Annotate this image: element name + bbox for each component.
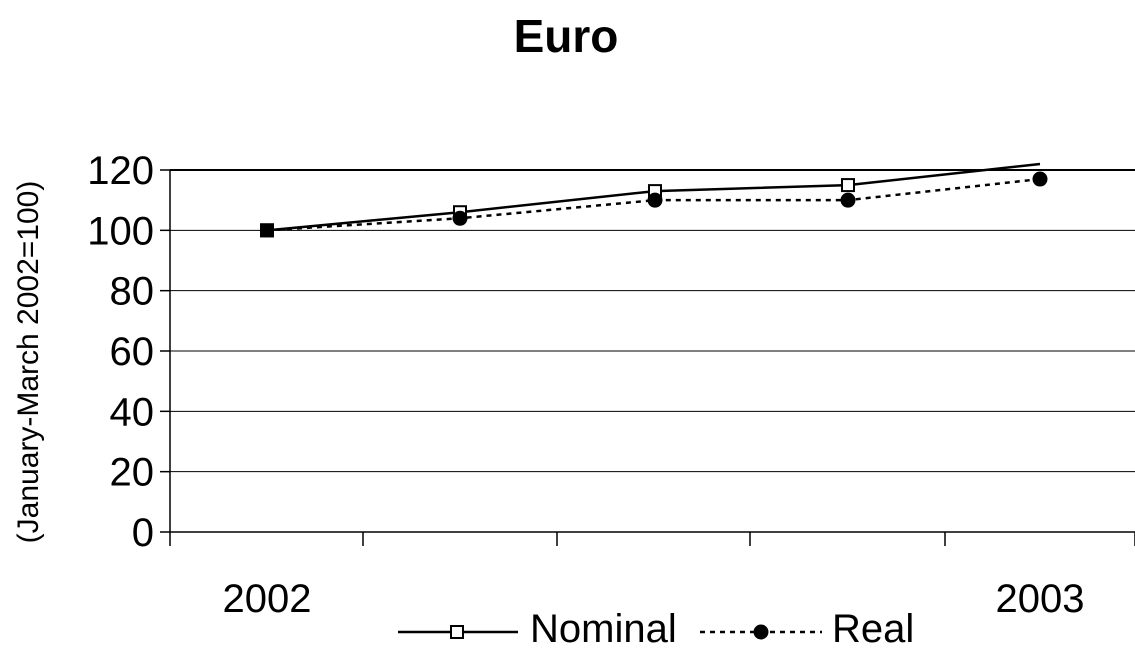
- y-tick-label-20: 20: [110, 451, 155, 495]
- legend-marker-real: [753, 624, 769, 640]
- point-real-2: [647, 192, 663, 208]
- y-tick-label-40: 40: [110, 390, 155, 434]
- point-real-4: [1032, 171, 1048, 187]
- legend-label-real: Real: [832, 607, 914, 649]
- point-real-3: [840, 192, 856, 208]
- legend-label-nominal: Nominal: [530, 607, 677, 649]
- point-real-0: [260, 223, 274, 238]
- y-tick-label-60: 60: [110, 330, 155, 374]
- y-tick-label-0: 0: [132, 511, 154, 555]
- x-tick-label-2002: 2002: [223, 577, 312, 621]
- legend: Nominal Real: [398, 607, 914, 649]
- x-tick-label-2003: 2003: [996, 577, 1085, 621]
- y-tick-label-120: 120: [87, 149, 154, 193]
- legend-marker-nominal: [450, 625, 464, 639]
- plot-area: 0 20 40 60 80 100 120 2002 2003: [87, 149, 1135, 621]
- chart-title: Euro: [514, 10, 619, 62]
- point-nominal-3: [841, 178, 855, 193]
- y-tick-label-80: 80: [110, 270, 155, 314]
- y-axis-label: (January-March 2002=100): [12, 181, 45, 544]
- point-real-1: [452, 210, 468, 226]
- y-tick-label-100: 100: [87, 209, 154, 253]
